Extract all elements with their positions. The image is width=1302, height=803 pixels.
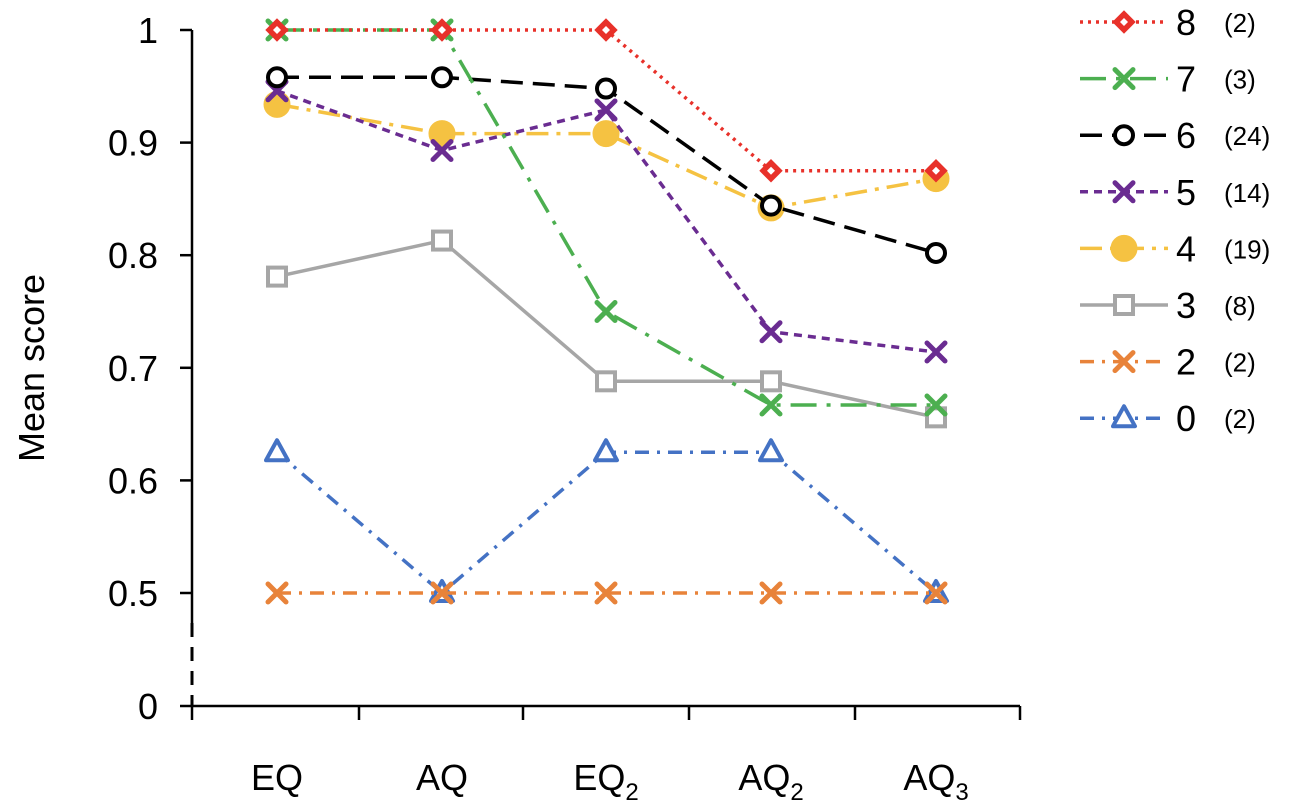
data-point-marker <box>265 581 289 605</box>
series-line <box>276 89 937 354</box>
series-0 <box>264 438 949 603</box>
legend-label: 5 <box>1176 172 1196 213</box>
legend-label: 2 <box>1176 342 1196 383</box>
series-line <box>277 28 936 407</box>
legend-marker <box>1112 350 1136 374</box>
data-point-marker <box>430 18 454 42</box>
data-point-marker <box>758 438 784 463</box>
series-8 <box>265 18 948 183</box>
data-point-marker <box>760 194 782 217</box>
series-3 <box>266 229 947 429</box>
y-tick-label: 0 <box>138 686 158 727</box>
data-point-marker <box>266 66 288 89</box>
legend-label: 0 <box>1176 398 1196 439</box>
legend-label: 8 <box>1176 2 1196 43</box>
legend-item-7: 7 (3) <box>1080 59 1256 100</box>
x-tick-label: EQ <box>251 757 303 798</box>
data-point-marker <box>595 77 617 100</box>
x-tick-label: AQ3 <box>903 757 968 803</box>
data-point-marker <box>924 340 948 364</box>
data-point-marker <box>594 18 618 42</box>
data-point-marker <box>430 138 454 162</box>
legend-count: (14) <box>1224 178 1270 208</box>
data-point-marker <box>431 66 453 89</box>
legend-item-8: 8 (2) <box>1080 2 1256 43</box>
data-point-marker <box>594 300 618 323</box>
legend-count: (3) <box>1224 65 1256 95</box>
series-2 <box>265 581 948 605</box>
data-point-marker <box>264 438 290 463</box>
data-point-marker <box>594 581 618 605</box>
x-axis-ticks: EQ AQ EQ2 AQ2 AQ3 <box>251 757 969 803</box>
x-tick-label: AQ2 <box>738 757 803 803</box>
data-point-marker <box>431 229 453 252</box>
data-point-marker <box>924 393 948 417</box>
legend-label: 7 <box>1176 59 1196 100</box>
series-6 <box>266 66 947 264</box>
data-point-marker <box>924 581 948 605</box>
y-axis-title: Mean score <box>11 274 52 462</box>
y-tick-label: 1 <box>138 10 158 51</box>
legend: 8 (2) 7 (3) 6 (24) 5 (14) 4 (19) 3 (8) 2 (2) 0 (2) <box>1080 2 1270 439</box>
legend-item-5: 5 (14) <box>1080 172 1270 213</box>
y-tick-label: 0.6 <box>108 460 158 501</box>
legend-count: (24) <box>1224 121 1270 151</box>
legend-marker <box>1113 294 1135 316</box>
series-group <box>263 18 950 605</box>
data-point-marker <box>924 159 948 183</box>
data-point-marker <box>925 241 947 264</box>
axes <box>190 30 1022 720</box>
legend-marker <box>1111 404 1137 429</box>
data-point-marker <box>265 18 289 42</box>
series-line <box>276 102 937 210</box>
data-point-marker <box>759 581 783 605</box>
legend-marker <box>1112 10 1136 34</box>
legend-label: 3 <box>1176 285 1196 326</box>
legend-item-6: 6 (24) <box>1080 115 1270 156</box>
y-axis-ticks: 1 0.9 0.8 0.7 0.6 0.5 0 <box>108 10 192 727</box>
y-tick-label: 0.5 <box>108 573 158 614</box>
x-tick-label: AQ <box>416 757 468 798</box>
legend-item-3: 3 (8) <box>1080 285 1256 326</box>
data-point-marker <box>592 120 620 148</box>
data-point-marker <box>263 90 291 118</box>
data-point-marker <box>595 370 617 393</box>
y-tick-label: 0.7 <box>108 348 158 389</box>
data-point-marker <box>593 438 619 463</box>
legend-count: (8) <box>1224 291 1256 321</box>
legend-label: 6 <box>1176 115 1196 156</box>
data-point-marker <box>266 265 288 288</box>
data-point-marker <box>759 393 783 417</box>
legend-item-4: 4 (19) <box>1080 228 1270 269</box>
legend-count: (2) <box>1224 404 1256 434</box>
data-point-marker <box>759 159 783 183</box>
legend-marker <box>1110 234 1138 262</box>
legend-marker <box>1112 67 1136 91</box>
y-tick-label: 0.9 <box>108 123 158 164</box>
legend-count: (19) <box>1224 234 1270 264</box>
data-point-marker <box>759 320 783 344</box>
legend-marker <box>1112 180 1136 204</box>
y-tick-label: 0.8 <box>108 235 158 276</box>
data-point-marker <box>760 370 782 393</box>
legend-marker <box>1113 124 1135 147</box>
legend-item-2: 2 (2) <box>1080 342 1256 383</box>
legend-label: 4 <box>1176 228 1196 269</box>
legend-count: (2) <box>1224 348 1256 378</box>
series-line <box>275 450 938 595</box>
x-tick-label: EQ2 <box>573 757 638 803</box>
data-point-marker <box>594 98 618 122</box>
data-point-marker <box>430 581 454 605</box>
series-line <box>277 28 936 173</box>
data-point-marker <box>428 120 456 148</box>
legend-count: (2) <box>1224 8 1256 38</box>
legend-item-0: 0 (2) <box>1080 398 1256 439</box>
series-line <box>277 75 937 255</box>
